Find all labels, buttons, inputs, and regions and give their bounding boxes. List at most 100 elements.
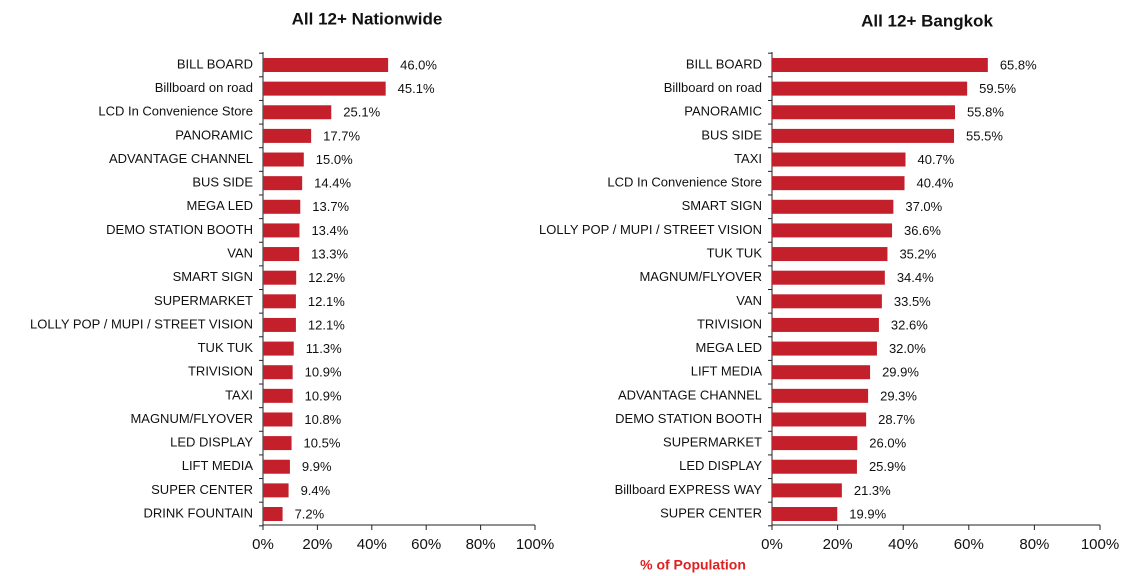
value-label: 7.2%: [295, 506, 325, 521]
y-tick-label: ADVANTAGE CHANNEL: [618, 387, 762, 402]
value-label: 40.7%: [917, 152, 954, 167]
bar: [263, 128, 312, 143]
y-tick-label: BUS SIDE: [192, 175, 253, 190]
y-tick-label: VAN: [736, 293, 762, 308]
y-tick-label: LOLLY POP / MUPI / STREET VISION: [539, 222, 762, 237]
bar: [772, 270, 885, 285]
value-label: 10.9%: [305, 388, 342, 403]
bar: [772, 176, 905, 191]
value-label: 10.5%: [304, 436, 341, 451]
bar: [263, 341, 294, 356]
y-tick-label: BUS SIDE: [701, 127, 762, 142]
x-tick-label: 40%: [888, 536, 918, 553]
y-tick-label: TAXI: [734, 151, 762, 166]
y-tick-label: DRINK FOUNTAIN: [143, 505, 253, 520]
y-tick-label: LCD In Convenience Store: [98, 104, 253, 119]
bar: [772, 483, 842, 498]
bar: [772, 128, 955, 143]
value-label: 55.8%: [967, 105, 1004, 120]
chart-title: All 12+ Bangkok: [861, 11, 993, 30]
value-label: 33.5%: [894, 294, 931, 309]
bar: [263, 176, 303, 191]
value-label: 19.9%: [849, 506, 886, 521]
bar: [772, 436, 858, 451]
bar: [263, 388, 293, 403]
value-label: 13.7%: [312, 199, 349, 214]
y-tick-label: PANORAMIC: [175, 127, 253, 142]
y-tick-label: TAXI: [225, 387, 253, 402]
value-label: 37.0%: [905, 199, 942, 214]
value-label: 9.9%: [302, 459, 332, 474]
y-tick-label: DEMO STATION BOOTH: [106, 222, 253, 237]
y-tick-label: LOLLY POP / MUPI / STREET VISION: [30, 316, 253, 331]
value-label: 29.3%: [880, 388, 917, 403]
y-tick-label: SUPER CENTER: [660, 505, 762, 520]
value-label: 12.2%: [308, 270, 345, 285]
bar: [263, 436, 292, 451]
bar: [263, 507, 283, 521]
value-label: 14.4%: [314, 176, 351, 191]
value-label: 10.8%: [304, 412, 341, 427]
bar: [263, 270, 297, 285]
bar: [772, 412, 867, 427]
bar: [263, 58, 389, 72]
bar: [772, 294, 882, 309]
bar: [772, 365, 871, 380]
value-label: 21.3%: [854, 483, 891, 498]
bar: [263, 483, 289, 498]
y-tick-label: LIFT MEDIA: [691, 364, 763, 379]
bar: [263, 412, 293, 427]
value-label: 25.1%: [343, 105, 380, 120]
y-tick-label: TRIVISION: [188, 364, 253, 379]
y-tick-label: SMART SIGN: [173, 269, 253, 284]
y-tick-label: LED DISPLAY: [679, 458, 762, 473]
bar: [772, 58, 988, 72]
bar: [772, 247, 888, 262]
x-tick-label: 60%: [411, 536, 441, 553]
value-label: 28.7%: [878, 412, 915, 427]
bar: [772, 317, 879, 332]
y-tick-label: PANORAMIC: [684, 104, 762, 119]
y-tick-label: MEGA LED: [187, 198, 253, 213]
bar: [263, 365, 293, 380]
bar: [263, 247, 300, 262]
y-tick-label: VAN: [227, 245, 253, 260]
value-label: 45.1%: [398, 81, 435, 96]
x-tick-label: 40%: [357, 536, 387, 553]
value-label: 15.0%: [316, 152, 353, 167]
x-tick-label: 100%: [516, 536, 554, 553]
value-label: 10.9%: [305, 365, 342, 380]
y-tick-label: SMART SIGN: [682, 198, 762, 213]
value-label: 17.7%: [323, 128, 360, 143]
value-label: 55.5%: [966, 128, 1003, 143]
bar: [263, 105, 332, 120]
y-tick-label: SUPERMARKET: [663, 435, 762, 450]
value-label: 46.0%: [400, 57, 437, 72]
bar: [263, 223, 300, 238]
bar: [772, 105, 956, 120]
y-tick-label: LIFT MEDIA: [182, 458, 254, 473]
y-tick-label: DEMO STATION BOOTH: [615, 411, 762, 426]
value-label: 35.2%: [899, 246, 936, 261]
y-tick-label: SUPERMARKET: [154, 293, 253, 308]
bar: [772, 341, 877, 356]
y-tick-label: MEGA LED: [696, 340, 762, 355]
x-tick-label: 80%: [466, 536, 496, 553]
value-label: 36.6%: [904, 223, 941, 238]
value-label: 34.4%: [897, 270, 934, 285]
x-tick-label: 60%: [954, 536, 984, 553]
value-label: 26.0%: [869, 436, 906, 451]
x-tick-label: 80%: [1019, 536, 1049, 553]
value-label: 9.4%: [301, 483, 331, 498]
value-label: 13.3%: [311, 246, 348, 261]
y-tick-label: Billboard on road: [155, 80, 253, 95]
bar: [772, 199, 894, 214]
y-tick-label: LCD In Convenience Store: [607, 175, 762, 190]
bar: [263, 317, 296, 332]
x-tick-label: 20%: [302, 536, 332, 553]
y-tick-label: TUK TUK: [198, 340, 254, 355]
x-tick-label: 0%: [761, 536, 783, 553]
x-axis-label: % of Population: [640, 557, 746, 573]
y-tick-label: ADVANTAGE CHANNEL: [109, 151, 253, 166]
